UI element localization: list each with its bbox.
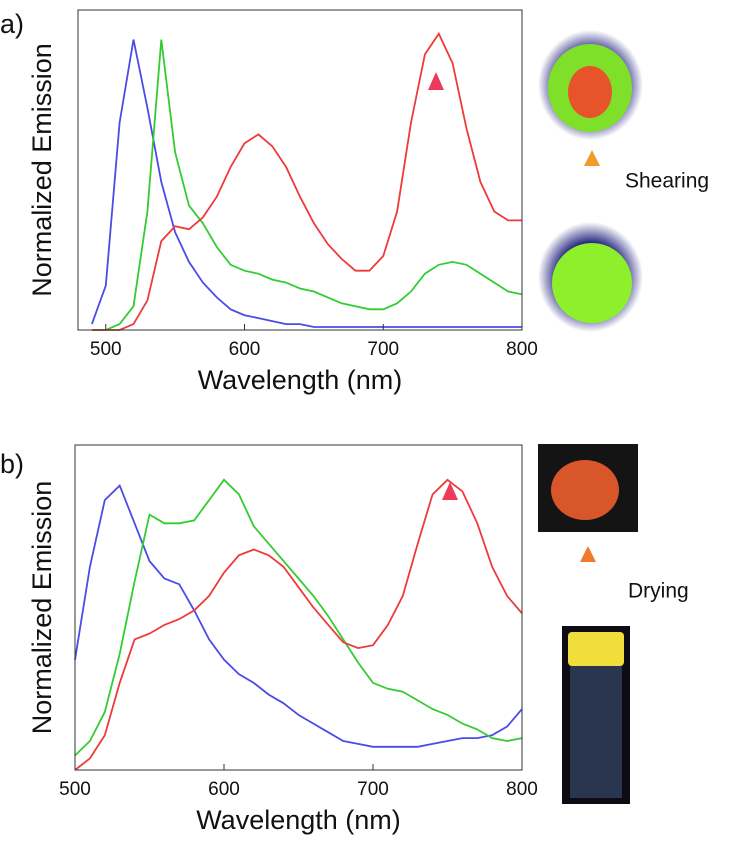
x-tick-label: 600 (229, 339, 261, 360)
series-line (74, 484, 523, 748)
x-tick-label: 600 (208, 779, 240, 800)
x-axis-title: Wavelength (nm) (196, 805, 401, 835)
vial-body (570, 666, 622, 798)
x-axis-title: Wavelength (nm) (198, 365, 403, 395)
x-tick-label: 500 (59, 779, 91, 800)
x-tick-label: 700 (357, 779, 389, 800)
vial-cap (568, 632, 624, 666)
annotation: Shearing (625, 170, 709, 193)
annotation: Drying (628, 580, 689, 603)
series-line (74, 478, 523, 771)
photo-blob (568, 66, 612, 118)
plot-frame (74, 444, 523, 771)
x-tick-label: 800 (506, 779, 538, 800)
series-line (91, 39, 523, 331)
x-tick-label: 500 (90, 339, 122, 360)
y-axis-title: Normalized Emission (27, 481, 57, 735)
x-tick-label: 700 (367, 339, 399, 360)
x-tick-label: 800 (506, 339, 538, 360)
plot-frame (77, 9, 523, 331)
photo-blob (551, 460, 619, 520)
panel-label: b) (0, 449, 24, 479)
arrow-head (580, 546, 596, 562)
series-line (91, 31, 522, 331)
series-line (74, 478, 523, 757)
arrow-head (428, 72, 444, 90)
y-axis-title: Normalized Emission (27, 43, 57, 297)
photo-blob (552, 243, 632, 323)
arrow-head (584, 150, 600, 166)
arrow-head (442, 482, 458, 500)
series-line (91, 39, 522, 328)
panel-label: a) (0, 9, 24, 39)
